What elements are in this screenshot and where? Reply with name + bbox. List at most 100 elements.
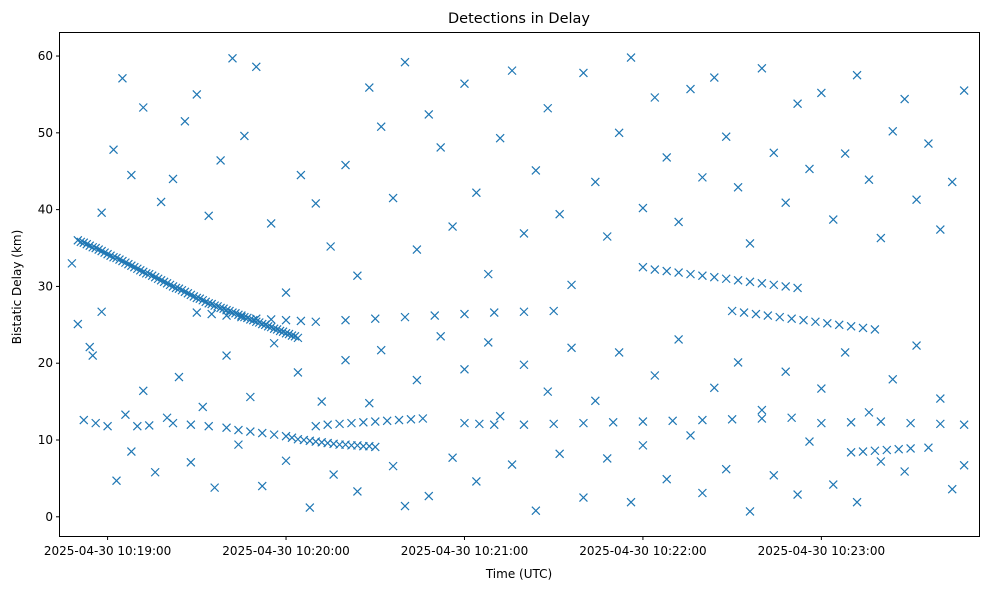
data-point	[192, 308, 202, 317]
data-point	[727, 306, 737, 316]
data-point	[236, 312, 246, 322]
data-point	[686, 84, 695, 94]
data-point	[156, 197, 166, 207]
data-point	[935, 225, 945, 235]
data-point	[531, 506, 541, 516]
data-point	[906, 444, 916, 453]
data-point	[483, 269, 493, 279]
data-point	[662, 266, 672, 276]
data-point	[257, 481, 267, 491]
data-point	[358, 417, 368, 427]
data-point	[474, 419, 484, 429]
data-point	[275, 326, 285, 336]
data-point	[781, 198, 791, 208]
data-point	[614, 128, 624, 138]
data-point	[281, 431, 291, 441]
data-point	[567, 280, 576, 290]
data-point	[305, 503, 315, 513]
data-point	[626, 497, 636, 507]
data-point	[816, 418, 826, 428]
data-point	[579, 68, 588, 78]
data-point	[138, 103, 148, 112]
data-point	[686, 269, 695, 279]
y-tick-label: 20	[38, 356, 53, 370]
data-point	[858, 323, 868, 333]
data-point	[97, 208, 107, 218]
data-point	[424, 491, 434, 501]
data-point	[852, 70, 862, 80]
y-tick-label: 50	[38, 126, 53, 140]
data-point	[519, 420, 529, 430]
data-point	[460, 79, 469, 89]
data-point	[906, 418, 916, 428]
data-point	[846, 417, 856, 427]
data-point	[326, 242, 336, 251]
data-point	[519, 360, 529, 370]
data-point	[608, 417, 618, 427]
x-tick-label: 2025-04-30 10:19:00	[44, 544, 171, 558]
data-point	[721, 274, 731, 284]
data-point	[745, 238, 755, 248]
data-point	[531, 166, 541, 175]
data-point	[882, 445, 892, 455]
data-point	[935, 419, 945, 429]
data-point	[816, 88, 826, 98]
data-point	[412, 245, 422, 254]
data-point	[296, 316, 306, 326]
data-point	[555, 209, 565, 219]
data-point	[840, 149, 850, 158]
data-point	[287, 331, 297, 340]
data-point	[471, 188, 481, 198]
data-point	[733, 358, 743, 367]
data-point	[269, 430, 279, 440]
chart-title: Detections in Delay	[448, 11, 590, 27]
data-point	[697, 415, 707, 425]
data-point	[947, 484, 957, 494]
data-point	[549, 419, 559, 429]
data-point	[388, 461, 398, 471]
data-point	[222, 311, 231, 321]
data-point	[876, 417, 886, 427]
data-point	[495, 411, 505, 421]
data-point	[507, 460, 517, 470]
data-point	[876, 233, 886, 243]
data-point	[810, 317, 820, 327]
x-axis-label: Time (UTC)	[485, 567, 552, 581]
data-point	[787, 413, 797, 423]
data-point	[210, 301, 220, 311]
data-point	[329, 470, 339, 479]
data-point	[721, 132, 731, 142]
data-point	[296, 170, 306, 180]
data-point	[460, 418, 469, 428]
data-point	[257, 428, 267, 438]
data-point	[376, 345, 386, 355]
data-point	[751, 309, 761, 319]
data-point	[590, 396, 600, 406]
data-point	[192, 293, 202, 303]
data-point	[567, 343, 576, 353]
data-point	[816, 384, 826, 393]
data-point	[864, 175, 874, 185]
data-point	[793, 283, 803, 293]
data-point	[489, 308, 499, 317]
data-point	[424, 109, 434, 119]
data-point	[638, 203, 648, 213]
data-point	[733, 275, 743, 285]
data-point	[341, 315, 350, 325]
data-point	[376, 122, 386, 132]
data-point	[858, 447, 868, 456]
data-point	[269, 324, 279, 334]
data-point	[870, 446, 880, 456]
x-tick-label: 2025-04-30 10:23:00	[758, 544, 885, 558]
data-point	[650, 371, 660, 380]
data-point	[436, 331, 446, 341]
data-point	[341, 355, 350, 365]
x-tick-label: 2025-04-30 10:22:00	[579, 544, 706, 558]
data-point	[412, 375, 422, 385]
data-point	[198, 402, 208, 412]
y-tick-label: 0	[45, 510, 53, 524]
data-point	[924, 443, 933, 453]
data-point	[436, 142, 446, 152]
data-point	[364, 83, 374, 92]
